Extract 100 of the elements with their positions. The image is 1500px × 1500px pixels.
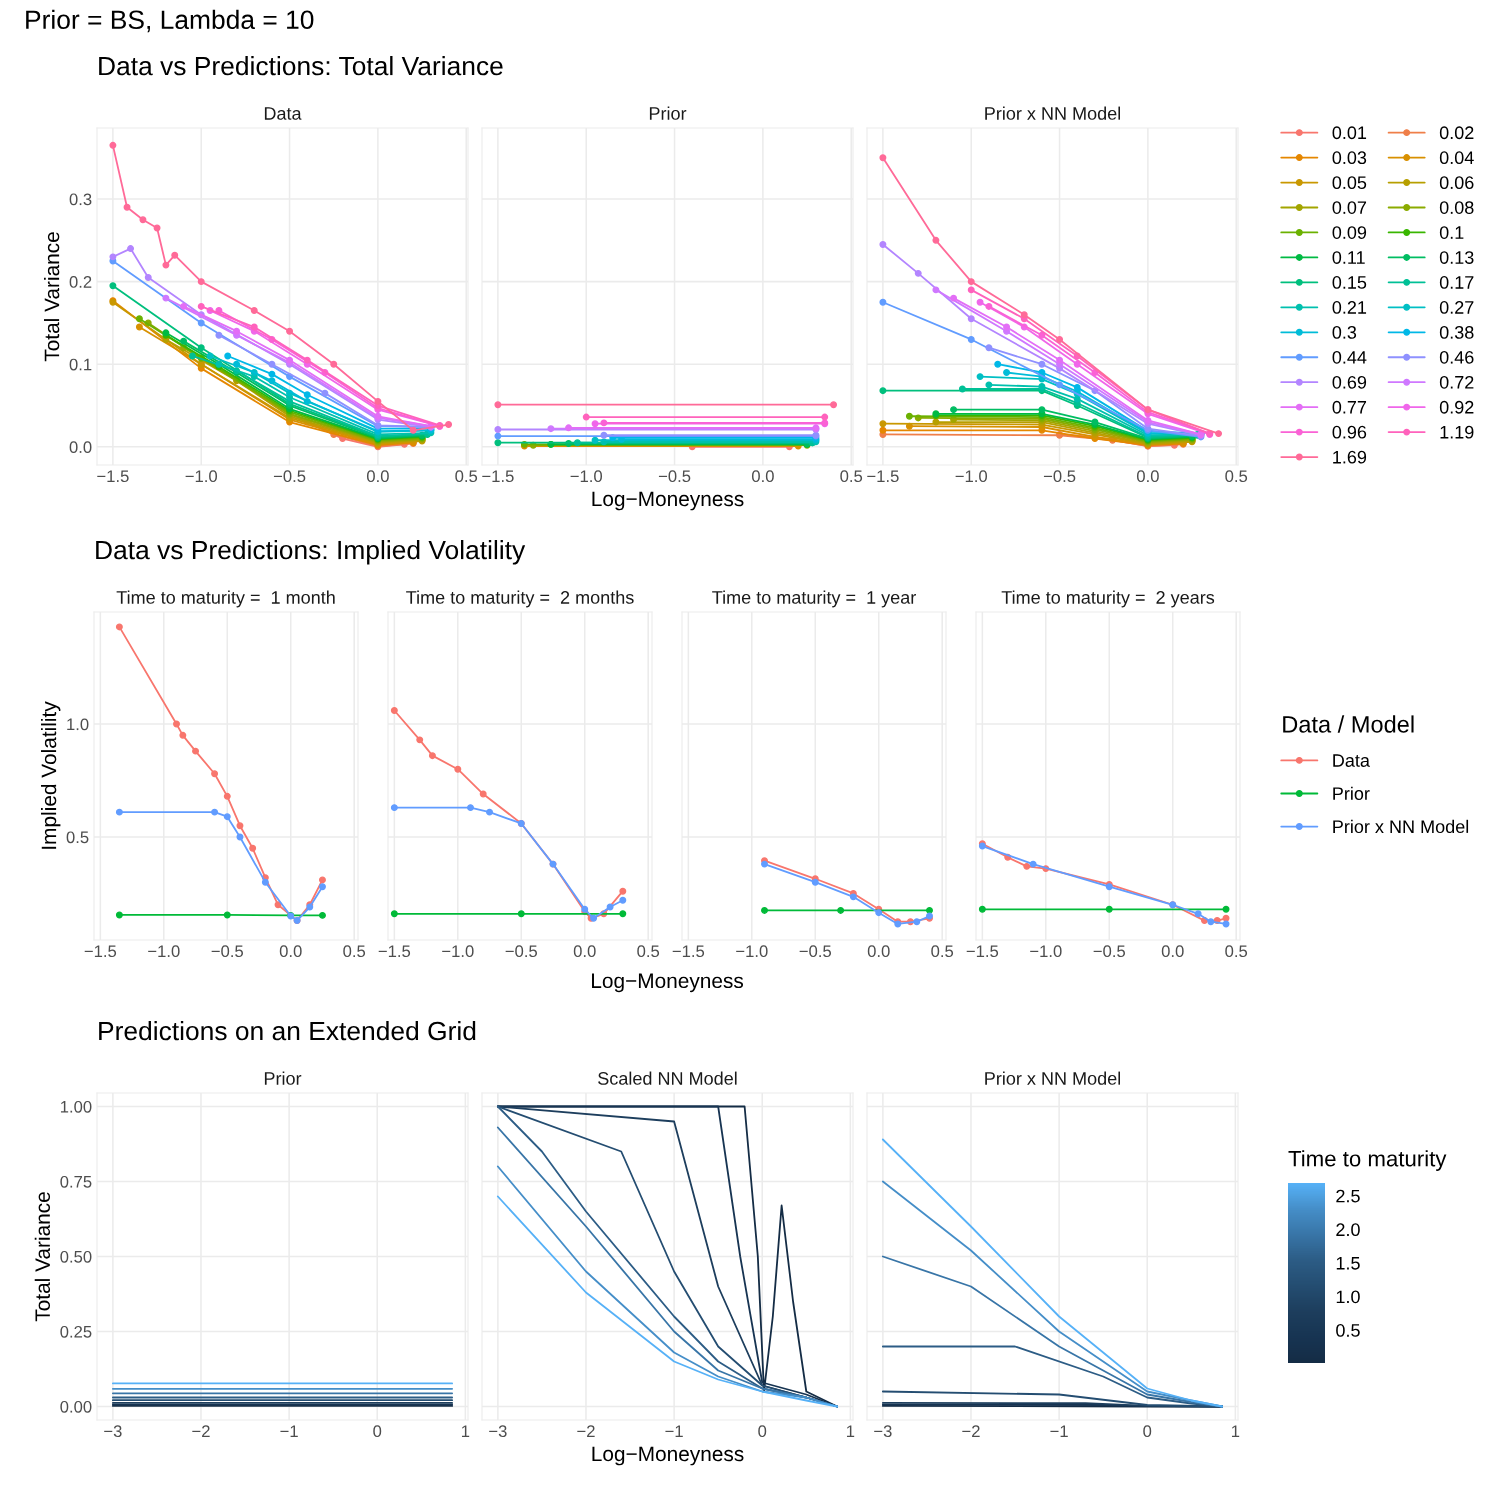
x-tick-label: −1.0 (736, 945, 768, 958)
legend-label: 0.04 (1439, 151, 1474, 165)
legend-label: 1.19 (1440, 425, 1474, 439)
x-tick-label: 0.0 (366, 470, 389, 483)
x-tick-label: −0.5 (505, 945, 538, 958)
x-tick-label: −3 (104, 1425, 122, 1438)
legend-label: 0.03 (1332, 151, 1367, 165)
y-tick-label: 0.5 (66, 831, 89, 844)
legend-label: 0.27 (1439, 301, 1474, 314)
x-tick-label: −1.5 (966, 945, 999, 958)
x-tick-label: −1.5 (378, 945, 411, 958)
x-tick-label: −1.0 (442, 945, 474, 958)
y-tick-label: 0.2 (69, 276, 92, 288)
x-tick-label: 0.0 (1161, 945, 1184, 958)
x-tick-label: −1.5 (482, 470, 514, 483)
text: Prior = BS, Lambda = 10 (26, 9, 314, 33)
x-tick-label: −0.5 (1043, 470, 1076, 483)
legend-label: Data (1333, 754, 1370, 767)
x-tick-label: 0 (758, 1425, 767, 1438)
legend-label: 0.11 (1332, 251, 1365, 264)
y-tick-label: 0.75 (60, 1175, 92, 1188)
x-tick-label: −0.5 (273, 470, 306, 483)
x-tick-label: 0.0 (1136, 470, 1159, 483)
x-tick-label: 0.0 (751, 470, 774, 483)
chart-title: Data (264, 107, 302, 120)
color-bar-label: 1.0 (1336, 1290, 1360, 1304)
y-tick-label: 0.25 (60, 1325, 92, 1338)
x-tick-label: −2 (192, 1425, 210, 1437)
legend-label: 1.69 (1333, 450, 1367, 464)
chart-title: Scaled NN Model (598, 1071, 737, 1085)
color-bar-label: 0.5 (1336, 1324, 1360, 1337)
x-axis-title: Log−Moneyness (592, 1446, 744, 1466)
legend-label: 0.06 (1439, 176, 1474, 190)
chart-title: Prior x NN Model (985, 106, 1121, 120)
x-tick-label: 0.0 (279, 945, 302, 958)
chart-subtitle: Data vs Predictions: Total Variance (99, 55, 503, 76)
color-bar-label: 1.5 (1336, 1257, 1360, 1270)
legend-label: 0.09 (1332, 226, 1367, 239)
chart-title: Time to maturity = 2 years (1001, 590, 1215, 608)
legend-label: 0.05 (1332, 176, 1367, 190)
y-tick-label: 0.1 (69, 358, 92, 371)
legend-title: Data / Model (1283, 715, 1414, 733)
x-tick-label: 0.5 (1225, 945, 1248, 958)
chart-title: Prior x NN Model (985, 1071, 1121, 1085)
color-bar-title: Time to maturity (1288, 1150, 1447, 1171)
x-tick-label: −1 (1050, 1425, 1068, 1437)
x-tick-label: −3 (489, 1425, 507, 1438)
chart-subtitle: Predictions on an Extended Grid (99, 1020, 476, 1041)
x-axis-title: Log−Moneyness (592, 491, 744, 511)
legend-label: 0.72 (1439, 375, 1474, 389)
x-tick-label: −1.5 (84, 945, 117, 958)
x-tick-label: −3 (874, 1425, 892, 1438)
x-tick-label: 1 (846, 1425, 855, 1437)
x-tick-label: 0.5 (840, 470, 863, 483)
x-tick-label: −1.0 (1030, 945, 1062, 958)
legend-label: 0.02 (1439, 126, 1474, 140)
x-tick-label: −0.5 (799, 945, 832, 958)
chart-title: Prior (264, 1071, 302, 1085)
y-tick-label: 1.00 (60, 1100, 92, 1113)
legend-label: 0.01 (1332, 126, 1367, 140)
y-tick-label: 0.0 (69, 441, 92, 454)
legend-label: 0.1 (1439, 226, 1464, 239)
x-tick-label: 0 (1143, 1425, 1152, 1438)
y-axis-title: Total Variance (34, 1192, 51, 1322)
x-tick-label: 0 (373, 1425, 382, 1438)
x-tick-label: −2 (577, 1425, 595, 1437)
chart-title: Time to maturity = 1 year (712, 590, 916, 608)
legend-label: Prior x NN Model (1333, 819, 1469, 834)
color-bar-label: 2.5 (1336, 1189, 1360, 1203)
legend-label: 0.15 (1332, 276, 1367, 289)
y-tick-label: 1.0 (67, 718, 89, 731)
x-tick-label: −1 (280, 1425, 298, 1437)
y-tick-label: 0.00 (60, 1400, 92, 1413)
legend-label: 0.92 (1439, 400, 1474, 414)
x-axis-title: Log−Moneyness (592, 973, 744, 993)
x-tick-label: −1 (665, 1425, 683, 1437)
chart-title: Prior (649, 106, 687, 120)
y-tick-label: 0.50 (60, 1250, 92, 1263)
chart-title: Time to maturity = 2 months (406, 590, 634, 608)
x-tick-label: 0.5 (455, 470, 478, 483)
x-tick-label: −1.0 (955, 470, 988, 483)
legend-label: 0.21 (1332, 301, 1367, 314)
legend-label: 0.77 (1332, 400, 1367, 414)
x-tick-label: 0.5 (343, 945, 366, 958)
legend-label: 0.69 (1332, 375, 1367, 389)
legend-label: 0.3 (1332, 326, 1357, 339)
legend-label: 0.17 (1439, 276, 1474, 289)
legend-label: Prior (1333, 786, 1370, 800)
x-tick-label: −1.0 (185, 470, 218, 483)
legend-label: 0.96 (1332, 425, 1367, 439)
x-tick-label: 0.0 (573, 945, 596, 958)
x-tick-label: 0.5 (931, 945, 954, 958)
x-tick-label: −0.5 (658, 470, 691, 483)
chart-title: Time to maturity = 1 month (116, 590, 335, 608)
legend-label: 0.07 (1332, 201, 1367, 214)
x-tick-label: 0.5 (637, 945, 660, 958)
legend-label: 0.46 (1439, 350, 1474, 364)
legend-label: 0.13 (1439, 251, 1474, 264)
x-tick-label: −0.5 (1093, 945, 1126, 958)
x-tick-label: −1.0 (570, 470, 603, 483)
